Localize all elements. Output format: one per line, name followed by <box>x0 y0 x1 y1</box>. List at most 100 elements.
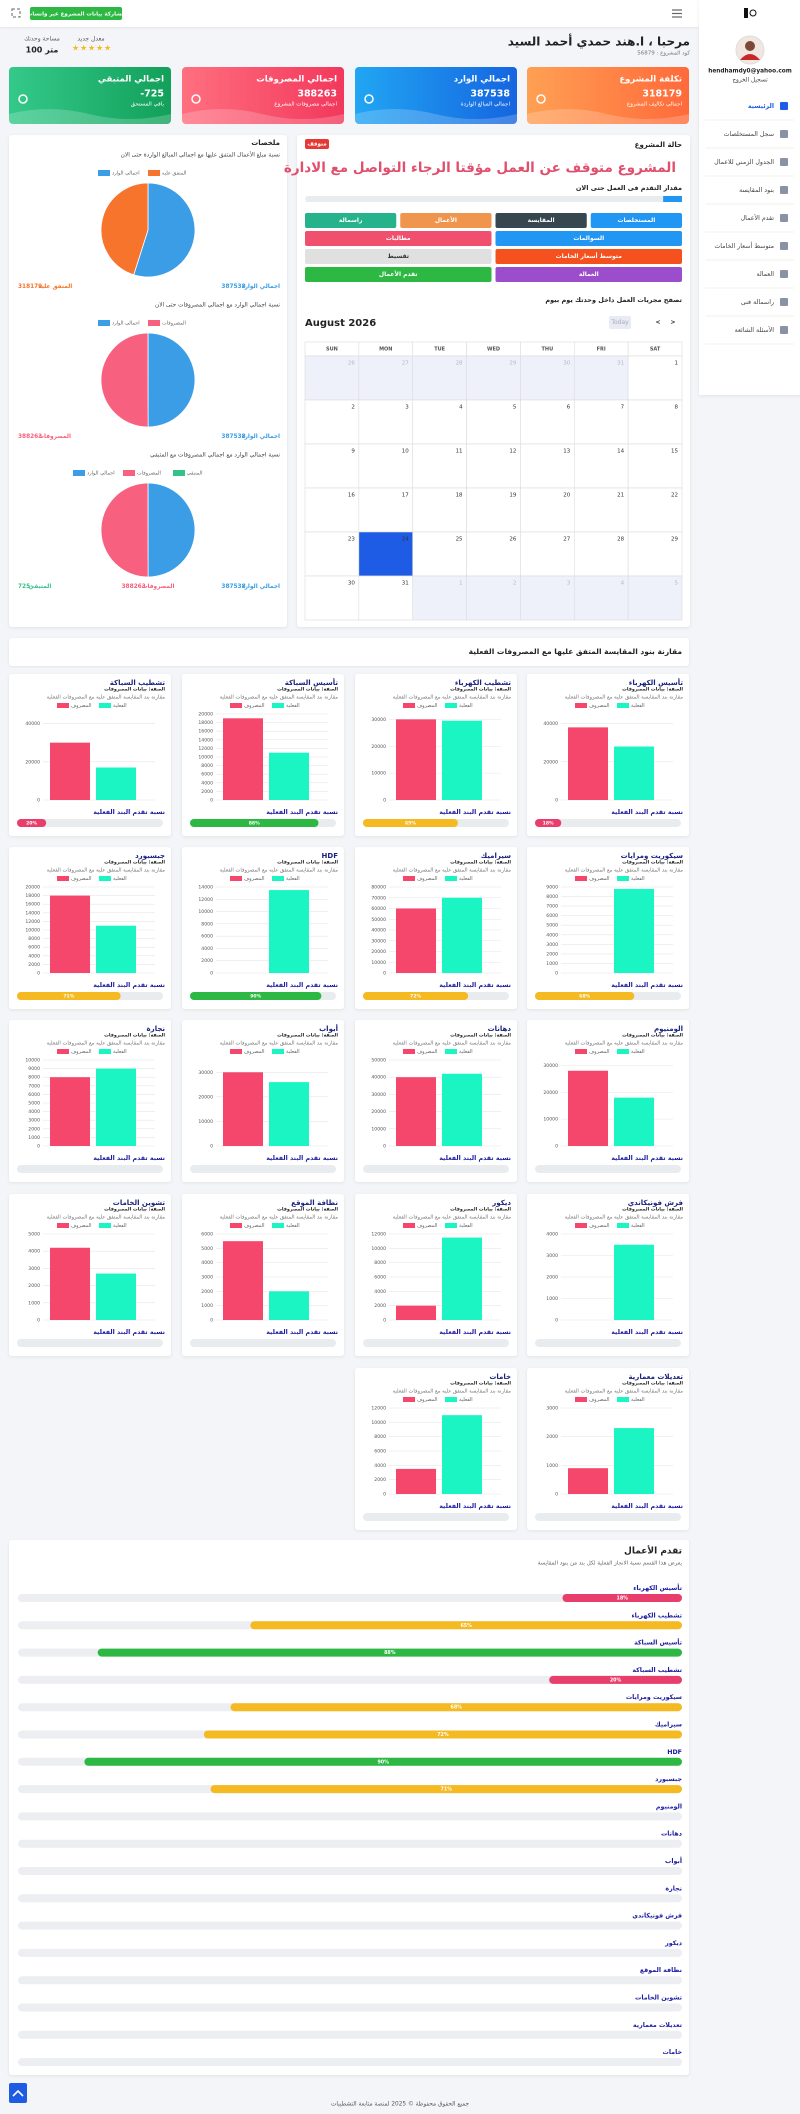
legend-swatch <box>272 876 284 881</box>
calendar-day[interactable]: 4 <box>621 581 625 587</box>
y-tick-label: 70000 <box>371 895 386 901</box>
legend-swatch <box>403 703 415 708</box>
bar-card-title: تشوين الخامات <box>113 1199 166 1207</box>
calendar-day[interactable]: 30 <box>563 361 570 367</box>
calendar-prev-label: < <box>655 319 660 326</box>
status-button[interactable] <box>495 231 683 246</box>
calendar-day[interactable]: 27 <box>402 361 409 367</box>
calendar-day[interactable]: 8 <box>675 405 679 411</box>
calendar-day[interactable]: 13 <box>563 449 570 455</box>
status-button[interactable] <box>590 213 682 228</box>
share-button[interactable] <box>30 7 122 20</box>
svg-text:★: ★ <box>72 44 79 53</box>
y-tick-label: 0 <box>555 971 558 977</box>
status-button[interactable] <box>495 249 683 264</box>
progress-label: 88% <box>249 821 260 827</box>
pie-value: 387538 <box>221 284 245 290</box>
calendar-day[interactable]: 14 <box>617 449 624 455</box>
stat-title: تكلفة المشروع <box>619 75 682 85</box>
calendar-day[interactable]: 19 <box>509 493 516 499</box>
pie-value-category: المصروفات <box>38 434 71 440</box>
calendar-day[interactable]: 31 <box>617 361 624 367</box>
calendar-day[interactable]: 7 <box>621 405 625 411</box>
calendar-day[interactable]: 12 <box>509 449 516 455</box>
status-button[interactable] <box>495 267 683 282</box>
y-tick-label: 20000 <box>25 759 40 765</box>
calendar-day[interactable]: 17 <box>402 493 409 499</box>
legend-swatch <box>575 1397 587 1402</box>
calendar-day[interactable]: 20 <box>563 493 570 499</box>
calendar-day[interactable]: 29 <box>671 537 678 543</box>
calendar-day[interactable]: 10 <box>402 449 409 455</box>
calendar-day[interactable]: 29 <box>509 361 516 367</box>
calendar-day[interactable]: 24 <box>402 537 409 543</box>
nav-item[interactable]: الأسئلة الشائعة <box>735 326 775 334</box>
calendar-day[interactable]: 26 <box>348 361 355 367</box>
status-button[interactable] <box>495 213 587 228</box>
calendar-day[interactable]: 4 <box>459 405 463 411</box>
y-tick-label: 10000 <box>371 960 386 966</box>
y-tick-label: 80000 <box>371 885 386 891</box>
scroll-top-button[interactable] <box>9 2083 27 2103</box>
calendar-day[interactable]: 31 <box>402 581 409 587</box>
bar <box>396 908 436 973</box>
calendar-day[interactable]: 26 <box>509 537 516 543</box>
calendar-day[interactable]: 25 <box>456 537 463 543</box>
status-button[interactable] <box>305 231 492 246</box>
calendar-day[interactable]: 18 <box>456 493 463 499</box>
calendar-day[interactable]: 3 <box>405 405 409 411</box>
calendar-cell <box>520 443 575 489</box>
calendar-today-button[interactable] <box>609 316 631 329</box>
calendar-day[interactable]: 11 <box>456 449 463 455</box>
calendar-day[interactable]: 27 <box>563 537 570 543</box>
status-message: المشروع متوقف عن العمل مؤقتا الرجاء التو… <box>284 160 676 176</box>
nav-item[interactable]: سجل المستخلصات <box>724 131 774 138</box>
nav-item[interactable]: متوسط أسعار الخامات <box>714 241 774 250</box>
calendar-day[interactable]: 23 <box>348 537 355 543</box>
calendar-day[interactable]: 16 <box>348 493 355 499</box>
status-button[interactable] <box>400 213 492 228</box>
status-button[interactable] <box>305 213 397 228</box>
nav-item[interactable]: العمالة <box>756 271 774 278</box>
pie-title: نسبة اجمالي الوارد مع اجمالي المصروفات ح… <box>155 303 280 309</box>
menu-icon[interactable] <box>672 9 682 18</box>
calendar-day[interactable]: 1 <box>675 361 679 367</box>
nav-item[interactable]: بنود المقايسة <box>739 187 774 194</box>
calendar-prev-button[interactable] <box>652 316 664 329</box>
calendar-day[interactable]: 2 <box>513 581 517 587</box>
nav-item[interactable]: راسمالة فنى <box>741 299 774 306</box>
fullscreen-icon[interactable] <box>11 8 21 18</box>
status-button[interactable] <box>305 249 492 264</box>
stat-value: 318179 <box>642 89 682 100</box>
nav-item[interactable]: الجدول الزمني للاعمال <box>714 159 774 166</box>
nav-item[interactable]: تقدم الأعمال <box>741 214 775 222</box>
calendar-day[interactable]: 9 <box>351 449 355 455</box>
progress-track <box>17 1339 163 1347</box>
calendar-day[interactable]: 5 <box>675 581 679 587</box>
y-tick-label: 6000 <box>546 913 558 919</box>
calendar-day[interactable]: 28 <box>617 537 624 543</box>
calendar-day[interactable]: 6 <box>567 405 571 411</box>
calendar-day[interactable]: 3 <box>567 581 571 587</box>
nav-item[interactable]: الرئيسية <box>748 103 774 110</box>
legend-swatch <box>403 1223 415 1228</box>
calendar-day[interactable]: 30 <box>348 581 355 587</box>
calendar-next-button[interactable] <box>667 316 679 329</box>
status-button[interactable] <box>305 267 492 282</box>
calendar-weekday: MON <box>379 347 392 353</box>
y-tick-label: 6000 <box>374 1275 386 1281</box>
calendar-day[interactable]: 28 <box>456 361 463 367</box>
calendar-day[interactable]: 1 <box>459 581 463 587</box>
calendar-day[interactable]: 5 <box>513 405 517 411</box>
y-tick-label: 40000 <box>371 1075 386 1081</box>
calendar-day[interactable]: 22 <box>671 493 678 499</box>
progress-fill <box>97 1648 683 1657</box>
calendar-day[interactable]: 2 <box>351 405 355 411</box>
status-button-label: تقدم الأعمال <box>379 270 418 278</box>
calendar-day[interactable]: 21 <box>617 493 624 499</box>
legend-swatch <box>57 1049 69 1054</box>
progress-fill <box>190 819 319 827</box>
y-tick-label: 3000 <box>546 942 558 948</box>
calendar-day[interactable]: 15 <box>671 449 678 455</box>
pie-value-label: اجمالي الوارد387538 <box>221 434 280 440</box>
